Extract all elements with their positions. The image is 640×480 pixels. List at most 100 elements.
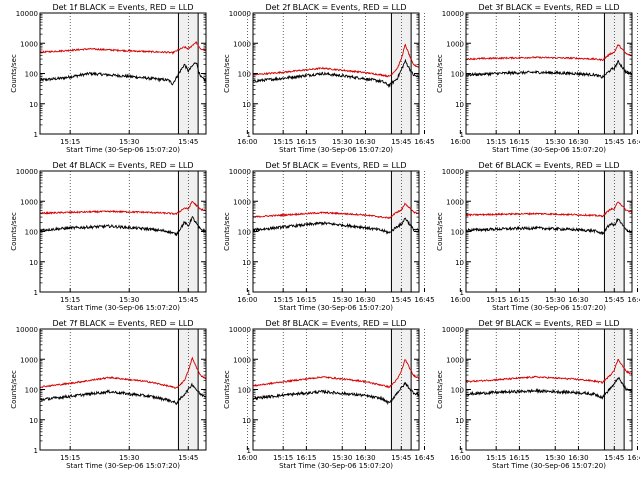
x-tick-label: 15:30 — [119, 454, 139, 462]
events-series-line — [252, 58, 420, 89]
events-series-line — [465, 217, 633, 235]
events-series-line — [39, 62, 207, 86]
y-axis-label: Counts/sec — [436, 54, 444, 93]
y-tick-label: 100 — [451, 71, 464, 79]
y-axis-label: Counts/sec — [223, 212, 231, 251]
chart-title: Det 8f BLACK = Events, RED = LLD — [265, 319, 406, 328]
y-tick-label: 10 — [455, 417, 464, 425]
x-tick-label: 15:45 — [604, 454, 624, 462]
y-axis-label: Counts/sec — [10, 370, 18, 409]
x-tick-label: 15:15 — [60, 138, 80, 146]
x-axis-label: Start Time (30-Sep-06 15:07:20) — [66, 304, 180, 312]
x-tick-label: 15:30 — [545, 138, 565, 146]
x-tick-label: 15:30 — [332, 454, 352, 462]
events-series-line — [252, 217, 420, 235]
x-tick-label: 16:15 — [296, 138, 316, 146]
y-tick-label: 100 — [451, 387, 464, 395]
x-tick-label: 15:15 — [273, 296, 293, 304]
x-axis-label: Start Time (30-Sep-06 15:07:20) — [279, 304, 393, 312]
y-tick-label: 1 — [247, 289, 251, 297]
chart-title: Det 4f BLACK = Events, RED = LLD — [52, 161, 193, 170]
events-series-line — [39, 216, 207, 237]
x-tick-label: 15:15 — [60, 296, 80, 304]
x-tick-label: 15:30 — [119, 296, 139, 304]
y-tick-label: 1000 — [233, 198, 251, 206]
chart-title: Det 2f BLACK = Events, RED = LLD — [265, 3, 406, 12]
x-tick-label: 16:45 — [627, 454, 640, 462]
x-tick-label: 16:30 — [355, 138, 375, 146]
x-axis-label: Start Time (30-Sep-06 15:07:20) — [279, 146, 393, 154]
x-tick-label: 16:00 — [450, 296, 470, 304]
y-tick-label: 100 — [238, 387, 251, 395]
x-tick-label: 15:45 — [178, 138, 198, 146]
x-tick-label: 16:30 — [355, 454, 375, 462]
y-tick-label: 1000 — [233, 356, 251, 364]
x-tick-label: 15:15 — [486, 454, 506, 462]
lld-series-line — [465, 201, 633, 218]
x-tick-label: 15:30 — [545, 296, 565, 304]
y-tick-label: 10 — [29, 417, 38, 425]
x-tick-label: 15:45 — [391, 138, 411, 146]
y-tick-label: 100 — [25, 229, 38, 237]
events-series-line — [39, 382, 207, 406]
y-tick-label: 10 — [242, 259, 251, 267]
x-tick-label: 16:30 — [355, 296, 375, 304]
y-axis-label: Counts/sec — [10, 212, 18, 251]
x-tick-label: 15:30 — [119, 138, 139, 146]
y-tick-label: 1 — [34, 289, 38, 297]
y-axis-label: Counts/sec — [10, 54, 18, 93]
x-tick-label: 16:45 — [414, 138, 434, 146]
chart-panel-9: 1 10 100 1000 10000 15:15 15:30 15:45 16:00 16:15… — [436, 319, 633, 470]
chart-panel-3: 1 10 100 1000 10000 15:15 15:30 15:45 16:00 16:15… — [436, 3, 633, 154]
x-tick-label: 15:45 — [178, 296, 198, 304]
y-tick-label: 10000 — [16, 10, 38, 18]
y-tick-label: 10000 — [229, 326, 251, 334]
x-tick-label: 16:00 — [450, 138, 470, 146]
y-tick-label: 10000 — [442, 326, 464, 334]
y-tick-label: 10000 — [442, 10, 464, 18]
y-tick-label: 1 — [247, 447, 251, 455]
x-axis-label: Start Time (30-Sep-06 15:07:20) — [492, 146, 606, 154]
y-tick-label: 1000 — [20, 198, 38, 206]
x-tick-label: 16:45 — [627, 296, 640, 304]
y-tick-label: 10000 — [229, 168, 251, 176]
y-axis-label: Counts/sec — [436, 212, 444, 251]
y-tick-label: 1 — [34, 131, 38, 139]
x-tick-label: 16:30 — [568, 138, 588, 146]
x-tick-label: 16:30 — [568, 296, 588, 304]
y-tick-label: 10000 — [16, 326, 38, 334]
y-tick-label: 1000 — [446, 198, 464, 206]
x-tick-label: 15:15 — [486, 138, 506, 146]
y-axis-label: Counts/sec — [223, 54, 231, 93]
x-axis-label: Start Time (30-Sep-06 15:07:20) — [66, 462, 180, 470]
chart-panel-2: 1 10 100 1000 10000 15:15 15:30 15:45 16:00 16:15… — [223, 3, 640, 154]
y-tick-label: 1000 — [20, 356, 38, 364]
chart-title: Det 9f BLACK = Events, RED = LLD — [478, 319, 619, 328]
chart-panel-4: 1 10 100 1000 10000 15:15 15:30 15:45 16:00 16:15… — [10, 161, 435, 312]
x-tick-label: 15:30 — [332, 138, 352, 146]
chart-title: Det 1f BLACK = Events, RED = LLD — [52, 3, 193, 12]
x-tick-label: 15:15 — [273, 138, 293, 146]
lld-series-line — [252, 43, 420, 78]
y-tick-label: 1000 — [446, 356, 464, 364]
y-tick-label: 1000 — [446, 40, 464, 48]
x-tick-label: 15:45 — [391, 296, 411, 304]
y-tick-label: 1 — [460, 447, 464, 455]
y-tick-label: 10 — [455, 259, 464, 267]
x-axis-label: Start Time (30-Sep-06 15:07:20) — [66, 146, 180, 154]
chart-panel-1: 1 10 100 1000 10000 15:15 15:30 15:45 16:00 16:15… — [10, 3, 435, 154]
y-tick-label: 100 — [25, 71, 38, 79]
chart-title: Det 7f BLACK = Events, RED = LLD — [52, 319, 193, 328]
x-tick-label: 15:15 — [273, 454, 293, 462]
y-axis-label: Counts/sec — [436, 370, 444, 409]
chart-title: Det 6f BLACK = Events, RED = LLD — [478, 161, 619, 170]
x-axis-label: Start Time (30-Sep-06 15:07:20) — [492, 462, 606, 470]
x-tick-label: 16:45 — [414, 454, 434, 462]
x-tick-label: 15:45 — [391, 454, 411, 462]
y-tick-label: 1 — [460, 289, 464, 297]
y-tick-label: 100 — [238, 229, 251, 237]
lld-series-line — [39, 356, 207, 389]
x-tick-label: 16:00 — [237, 296, 257, 304]
x-tick-label: 16:15 — [296, 454, 316, 462]
x-tick-label: 16:45 — [414, 296, 434, 304]
